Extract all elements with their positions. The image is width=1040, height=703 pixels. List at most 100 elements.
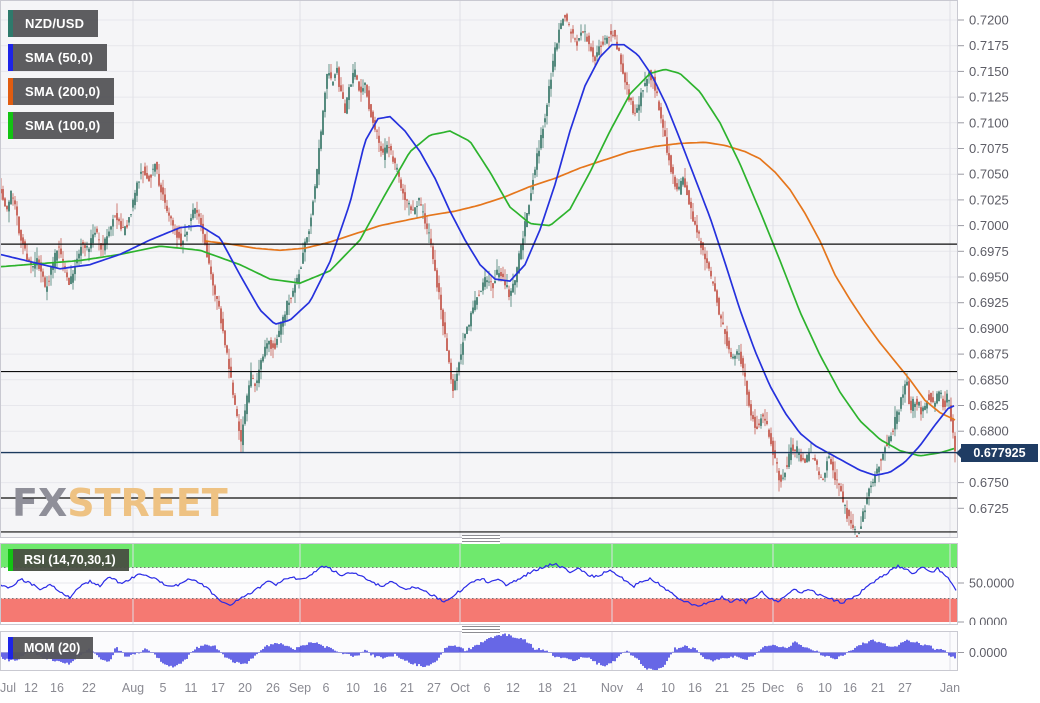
- mom-bar: [126, 652, 128, 657]
- mom-bar: [410, 652, 412, 664]
- mom-bar: [774, 645, 776, 653]
- candle-body: [492, 283, 494, 289]
- mom-bar: [148, 650, 150, 653]
- y-tick-label: 0.7150: [969, 64, 1009, 79]
- x-axis-label: Sep: [288, 681, 312, 695]
- candle-body: [950, 405, 952, 421]
- panel-resize-grip-top[interactable]: [462, 535, 500, 544]
- candle-body: [904, 384, 906, 395]
- mom-bar: [334, 650, 336, 653]
- momentum-indicator-panel[interactable]: 0.0000: [0, 631, 1040, 671]
- mom-bar: [96, 652, 98, 656]
- candle-body: [130, 214, 132, 216]
- candle-body: [316, 169, 318, 189]
- candle-body: [826, 461, 828, 471]
- legend-item-symbol[interactable]: NZD/USD: [8, 10, 99, 37]
- candle-body: [796, 446, 798, 453]
- candle-body: [942, 398, 944, 408]
- candle-body: [166, 205, 168, 212]
- mom-bar: [342, 652, 344, 655]
- candle-body: [864, 510, 866, 513]
- mom-bar: [654, 652, 656, 671]
- y-tick-label: 0.6750: [969, 475, 1009, 490]
- mom-bar: [406, 652, 408, 661]
- mom-bar: [470, 649, 472, 653]
- candle-body: [880, 459, 882, 461]
- x-axis-label: 6: [796, 681, 804, 695]
- candle-body: [392, 156, 394, 162]
- mom-bar: [656, 652, 658, 671]
- mom-bar: [856, 646, 858, 653]
- candle-body: [590, 46, 592, 51]
- mom-bar: [764, 645, 766, 653]
- mom-bar: [626, 650, 628, 653]
- mom-bar: [332, 649, 334, 653]
- candle-body: [24, 241, 26, 249]
- candle-body: [702, 242, 704, 251]
- mom-bar: [438, 652, 440, 658]
- mom-bar: [808, 648, 810, 653]
- mom-bar: [428, 652, 430, 666]
- x-axis-label: 6: [322, 681, 330, 695]
- candle-body: [320, 131, 322, 149]
- x-axis-label: 27: [427, 681, 441, 695]
- x-axis[interactable]: Jul 12 16 22 Aug 5 11 17 20 26 Sep 6 10 16 21 27 Oct 6 12 1…: [0, 672, 1040, 703]
- candle-body: [846, 507, 848, 519]
- candle-body: [872, 481, 874, 484]
- mom-bar: [804, 647, 806, 653]
- mom-bar: [130, 652, 132, 655]
- panel-resize-grip-bottom[interactable]: [462, 626, 500, 635]
- legend-item-sma200[interactable]: SMA (200,0): [8, 78, 115, 105]
- sma100-label: SMA (100,0): [25, 118, 101, 133]
- mom-bar: [658, 652, 660, 669]
- mom-bar: [244, 652, 246, 664]
- candle-body: [112, 219, 114, 227]
- rsi-chart[interactable]: 50.0000 0.0000: [0, 543, 1040, 625]
- candle-body: [218, 300, 220, 307]
- candle-body: [442, 309, 444, 327]
- legend-item-sma100[interactable]: SMA (100,0): [8, 112, 115, 139]
- fxstreet-watermark: FXSTREET: [12, 484, 228, 522]
- mom-bar: [890, 646, 892, 653]
- mom-bar: [384, 652, 386, 658]
- mom-bar: [286, 645, 288, 653]
- mom-bar: [200, 645, 202, 653]
- rsi-indicator-panel[interactable]: 50.0000 0.0000: [0, 543, 1040, 625]
- mom-bar: [860, 645, 862, 653]
- candle-body: [250, 372, 252, 387]
- mom-label-box[interactable]: MOM (20): [8, 637, 94, 659]
- candle-body: [228, 358, 230, 369]
- candle-body: [868, 488, 870, 497]
- candle-body: [938, 391, 940, 402]
- candlestick-chart[interactable]: 0.7200 0.7175 0.7150 0.7125 0.7100 0.7075 0.70…: [0, 0, 1040, 538]
- mom-bar: [100, 652, 102, 660]
- candle-body: [578, 38, 580, 41]
- candle-body: [832, 461, 834, 471]
- momentum-chart[interactable]: 0.0000: [0, 631, 1040, 671]
- candle-body: [54, 252, 56, 269]
- mom-bar: [152, 652, 154, 653]
- mom-bar: [446, 647, 448, 653]
- candle-body: [768, 429, 770, 437]
- main-price-panel[interactable]: 0.7200 0.7175 0.7150 0.7125 0.7100 0.7075 0.70…: [0, 0, 1040, 538]
- mom-bar: [116, 647, 118, 653]
- legend-item-sma50[interactable]: SMA (50,0): [8, 44, 107, 71]
- candle-body: [716, 290, 718, 303]
- mom-bar: [124, 652, 126, 657]
- candle-body: [496, 269, 498, 275]
- x-axis-label: Dec: [761, 681, 785, 695]
- mom-bar: [644, 652, 646, 668]
- candle-body: [564, 15, 566, 18]
- candle-body: [210, 266, 212, 275]
- mom-bar: [590, 652, 592, 660]
- rsi-label-box[interactable]: RSI (14,70,30,1): [8, 549, 129, 571]
- candle-body: [338, 67, 340, 87]
- mom-bar: [236, 652, 238, 662]
- mom-bar: [848, 650, 850, 653]
- mom-bar: [844, 652, 846, 655]
- candle-body: [886, 443, 888, 447]
- candle-body: [284, 314, 286, 321]
- mom-bar: [138, 652, 140, 654]
- mom-bar: [188, 652, 190, 655]
- candle-body: [466, 326, 468, 334]
